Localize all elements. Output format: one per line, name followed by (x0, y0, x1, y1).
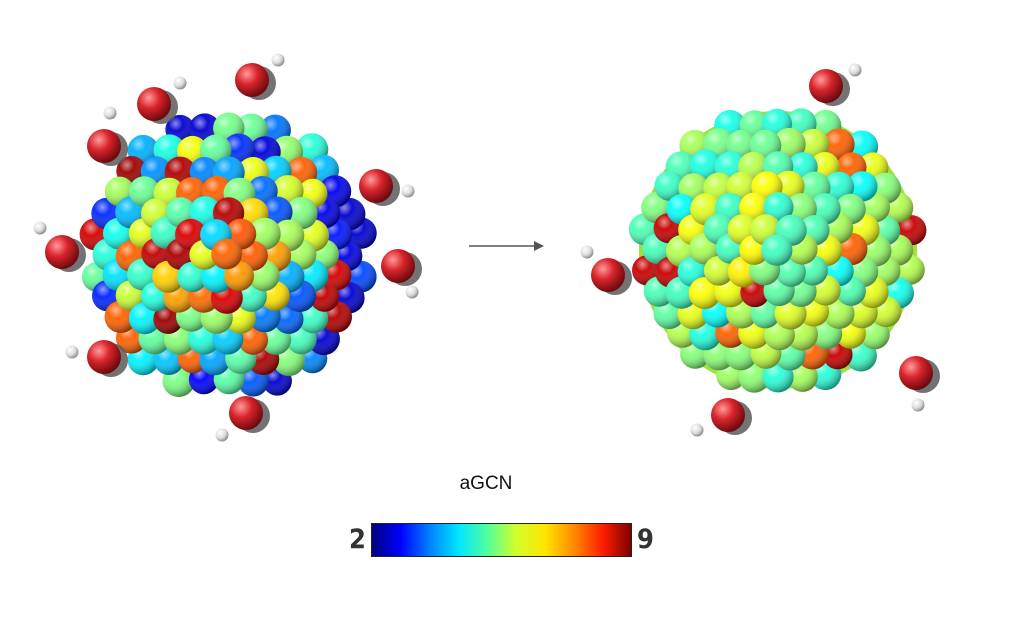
colorbar (371, 523, 632, 557)
colorbar-max-label: 9 (637, 524, 654, 555)
metal-atom-shading (703, 255, 734, 286)
metal-atom-shading (224, 261, 255, 291)
hydrogen-atom (580, 245, 594, 259)
hydrogen-atom (271, 53, 285, 67)
hydrogen-atom (33, 221, 47, 235)
oxygen-atom (137, 87, 171, 121)
oxygen-atom (381, 249, 415, 283)
metal-atom-shading (847, 171, 878, 202)
oxygen-atom (711, 398, 745, 432)
metal-atom-shading (211, 238, 242, 270)
oxygen-atom (809, 69, 843, 103)
adsorbate-molecules (33, 53, 940, 442)
oxygen-atom (45, 235, 79, 269)
oxygen-atom (591, 258, 625, 292)
metal-atom-shading (177, 261, 208, 293)
metal-atom-shading (761, 234, 793, 266)
hydrogen-atom (65, 345, 79, 359)
metal-atom-shading (763, 192, 794, 223)
hydrogen-atom (401, 184, 415, 198)
oxygen-atom (87, 129, 121, 163)
hydrogen-atom (215, 428, 229, 442)
final-nanoparticle (628, 108, 927, 393)
hydrogen-atom (848, 63, 862, 77)
hydrogen-atom (911, 398, 925, 412)
metal-atom-shading (654, 171, 684, 201)
metal-atom-shading (823, 298, 855, 329)
colorbar-min-label: 2 (349, 524, 366, 555)
colorbar-title: aGCN (459, 473, 513, 494)
initial-nanoparticle (79, 112, 377, 397)
oxygen-atom (87, 340, 121, 374)
hydrogen-atom (103, 106, 117, 120)
hydrogen-atom (405, 285, 419, 299)
hydrogen-atom (690, 423, 704, 437)
oxygen-atom (229, 396, 263, 430)
metal-atom-shading (823, 128, 855, 161)
metal-atom-shading (688, 277, 721, 310)
metal-atom-shading (273, 304, 304, 334)
hydrogen-atom (173, 76, 187, 90)
oxygen-atom (899, 356, 933, 390)
oxygen-atom (359, 169, 393, 203)
metal-atom-shading (776, 257, 806, 287)
oxygen-atom (235, 63, 269, 97)
